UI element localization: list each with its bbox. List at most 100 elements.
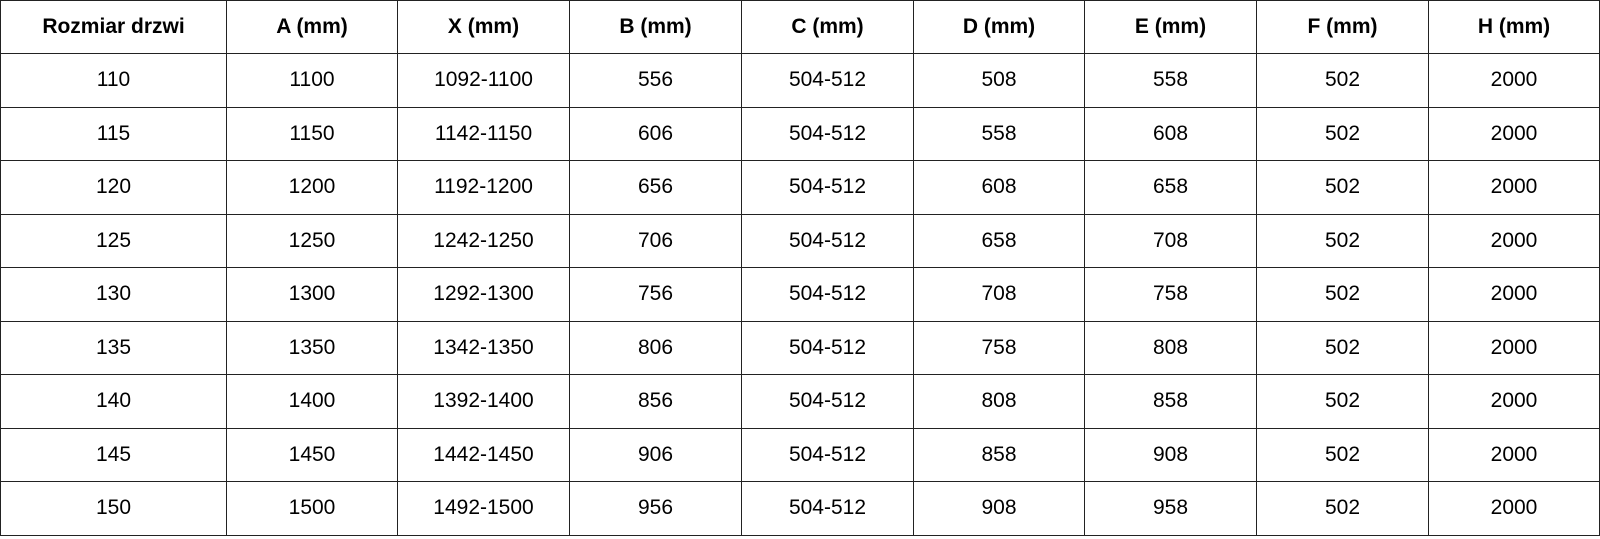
column-header: X (mm) (397, 0, 570, 54)
table-cell: 135 (0, 320, 227, 375)
column-header: Rozmiar drzwi (0, 0, 227, 54)
table-cell: 1450 (226, 427, 398, 482)
table-cell: 1200 (226, 160, 398, 215)
table-cell: 2000 (1428, 427, 1600, 482)
table-row: 140 1400 1392-1400 856 504-512 808 858 502 2000 (0, 374, 1600, 429)
table-cell: 1400 (226, 374, 398, 429)
column-header: E (mm) (1084, 0, 1257, 54)
table-cell: 1300 (226, 267, 398, 322)
table-cell: 1100 (226, 53, 398, 108)
table-cell: 1292-1300 (397, 267, 570, 322)
table-cell: 502 (1256, 374, 1429, 429)
table-cell: 908 (1084, 427, 1257, 482)
table-row: 120 1200 1192-1200 656 504-512 608 658 502 2000 (0, 160, 1600, 215)
table-cell: 606 (569, 106, 742, 161)
table-cell: 556 (569, 53, 742, 108)
table-cell: 1150 (226, 106, 398, 161)
table-cell: 504-512 (741, 320, 914, 375)
table-cell: 502 (1256, 106, 1429, 161)
table-row: 125 1250 1242-1250 706 504-512 658 708 502 2000 (0, 213, 1600, 268)
table-cell: 758 (913, 320, 1085, 375)
table-cell: 502 (1256, 320, 1429, 375)
table-cell: 856 (569, 374, 742, 429)
table-cell: 658 (913, 213, 1085, 268)
table-cell: 1250 (226, 213, 398, 268)
table-cell: 110 (0, 53, 227, 108)
table-cell: 758 (1084, 267, 1257, 322)
table-cell: 502 (1256, 481, 1429, 536)
table-cell: 958 (1084, 481, 1257, 536)
table-cell: 140 (0, 374, 227, 429)
column-header: B (mm) (569, 0, 742, 54)
table-cell: 1192-1200 (397, 160, 570, 215)
table-cell: 504-512 (741, 427, 914, 482)
table-cell: 1350 (226, 320, 398, 375)
column-header: A (mm) (226, 0, 398, 54)
header-row: Rozmiar drzwi A (mm) X (mm) B (mm) C (mm) D (… (0, 0, 1600, 54)
table-cell: 658 (1084, 160, 1257, 215)
table-row: 145 1450 1442-1450 906 504-512 858 908 502 2000 (0, 427, 1600, 482)
table-cell: 1092-1100 (397, 53, 570, 108)
table-cell: 708 (913, 267, 1085, 322)
table-row: 115 1150 1142-1150 606 504-512 558 608 502 2000 (0, 106, 1600, 161)
table-cell: 558 (1084, 53, 1257, 108)
table-cell: 1492-1500 (397, 481, 570, 536)
table-cell: 2000 (1428, 160, 1600, 215)
table-cell: 858 (913, 427, 1085, 482)
table-cell: 2000 (1428, 320, 1600, 375)
table-cell: 502 (1256, 213, 1429, 268)
table-row: 135 1350 1342-1350 806 504-512 758 808 502 2000 (0, 320, 1600, 375)
table-cell: 130 (0, 267, 227, 322)
table-cell: 1442-1450 (397, 427, 570, 482)
table-cell: 2000 (1428, 213, 1600, 268)
table-cell: 504-512 (741, 53, 914, 108)
column-header: C (mm) (741, 0, 914, 54)
table-cell: 504-512 (741, 481, 914, 536)
table-cell: 756 (569, 267, 742, 322)
table-cell: 150 (0, 481, 227, 536)
column-header: F (mm) (1256, 0, 1429, 54)
table-cell: 2000 (1428, 53, 1600, 108)
table-cell: 908 (913, 481, 1085, 536)
table-cell: 2000 (1428, 481, 1600, 536)
table-cell: 608 (913, 160, 1085, 215)
column-header: D (mm) (913, 0, 1085, 54)
table-cell: 558 (913, 106, 1085, 161)
table-cell: 858 (1084, 374, 1257, 429)
table-cell: 656 (569, 160, 742, 215)
table-row: 110 1100 1092-1100 556 504-512 508 558 502 2000 (0, 53, 1600, 108)
column-header: H (mm) (1428, 0, 1600, 54)
table-cell: 504-512 (741, 267, 914, 322)
table-cell: 1392-1400 (397, 374, 570, 429)
table-cell: 1342-1350 (397, 320, 570, 375)
table-cell: 125 (0, 213, 227, 268)
table-cell: 806 (569, 320, 742, 375)
table-cell: 145 (0, 427, 227, 482)
table-cell: 502 (1256, 160, 1429, 215)
table-cell: 504-512 (741, 374, 914, 429)
table-cell: 808 (1084, 320, 1257, 375)
table-cell: 706 (569, 213, 742, 268)
table-cell: 115 (0, 106, 227, 161)
table-cell: 504-512 (741, 213, 914, 268)
table-cell: 504-512 (741, 106, 914, 161)
table-cell: 608 (1084, 106, 1257, 161)
table-cell: 1500 (226, 481, 398, 536)
table-cell: 504-512 (741, 160, 914, 215)
table-cell: 956 (569, 481, 742, 536)
table-cell: 2000 (1428, 106, 1600, 161)
table-cell: 502 (1256, 53, 1429, 108)
table-row: 150 1500 1492-1500 956 504-512 908 958 502 2000 (0, 481, 1600, 536)
table-cell: 502 (1256, 427, 1429, 482)
table-cell: 708 (1084, 213, 1257, 268)
table-cell: 906 (569, 427, 742, 482)
table-cell: 1242-1250 (397, 213, 570, 268)
table-cell: 120 (0, 160, 227, 215)
table-cell: 2000 (1428, 267, 1600, 322)
table-cell: 502 (1256, 267, 1429, 322)
table-cell: 1142-1150 (397, 106, 570, 161)
table-cell: 808 (913, 374, 1085, 429)
table-row: 130 1300 1292-1300 756 504-512 708 758 502 2000 (0, 267, 1600, 322)
table-cell: 2000 (1428, 374, 1600, 429)
